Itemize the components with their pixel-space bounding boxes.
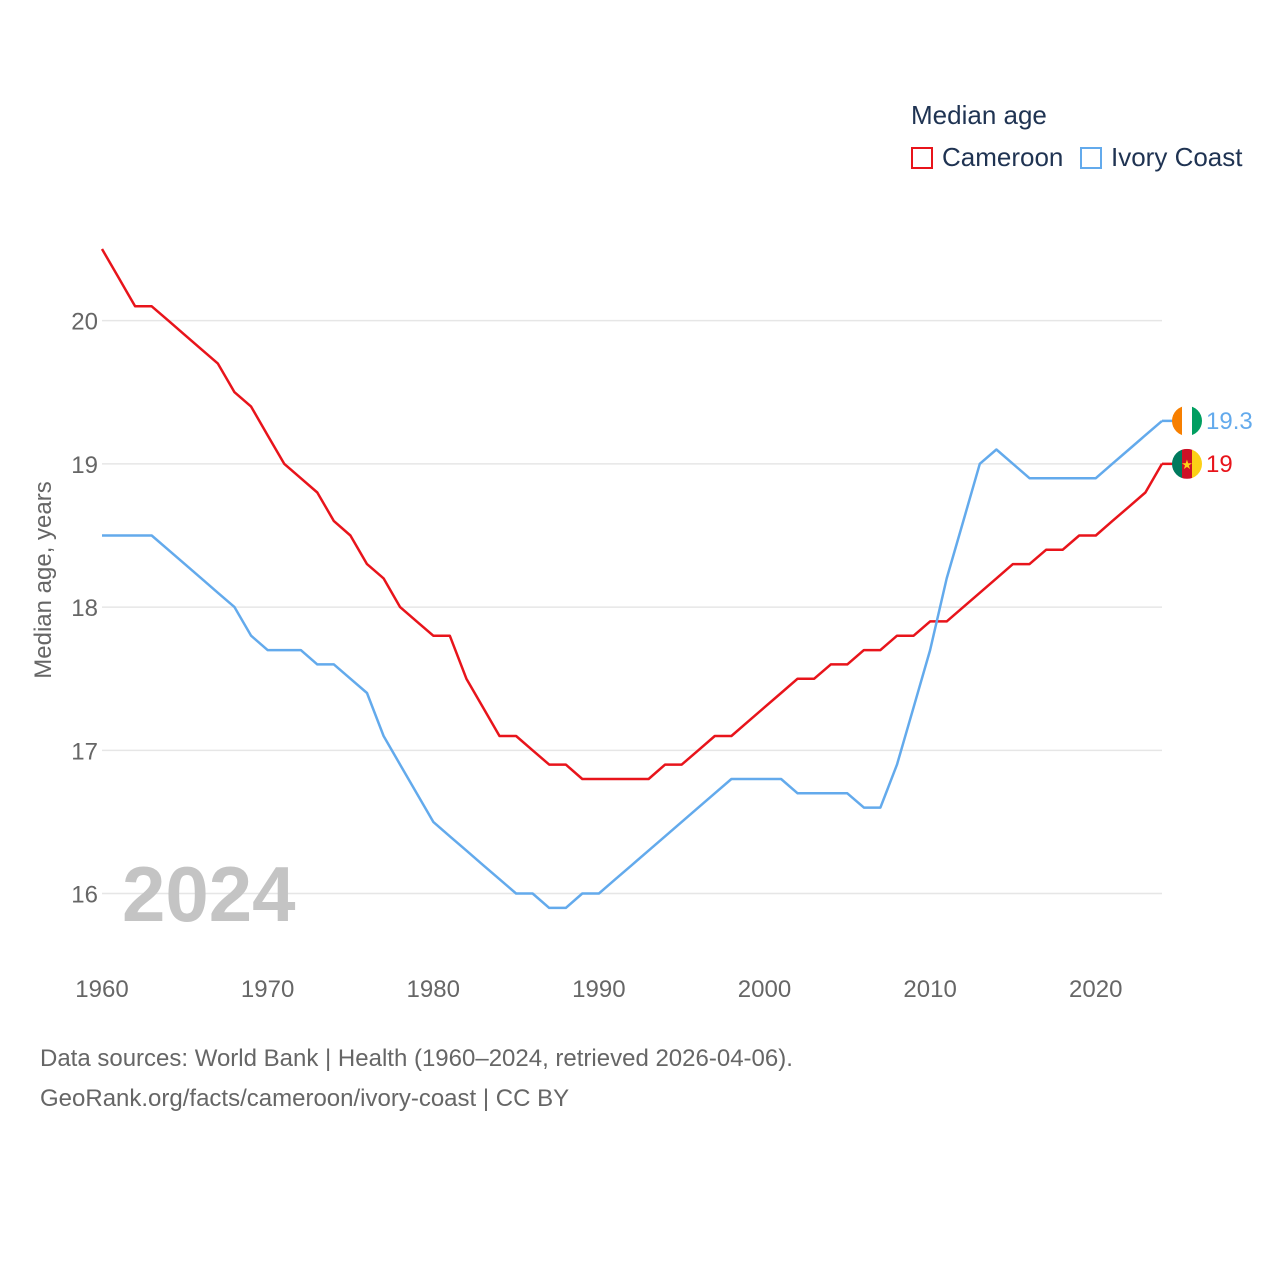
x-tick-labels: 1960 1970 1980 1990 2000 2010 2020 [75, 976, 1122, 1003]
legend-item-cameroon[interactable]: Cameroon [911, 142, 1063, 173]
x-tick-1980: 1980 [407, 976, 460, 1003]
y-tick-17: 17 [71, 738, 98, 765]
year-overlay: 2024 [122, 850, 296, 938]
ivory-coast-flag-icon [1172, 405, 1202, 436]
series-line-ivory-coast[interactable] [102, 419, 1163, 910]
end-markers: ★ 19 19.3 [1162, 405, 1253, 479]
y-tick-20: 20 [71, 309, 98, 336]
end-label-cameroon: 19 [1206, 451, 1233, 478]
x-tick-2000: 2000 [738, 976, 791, 1003]
y-axis-label: Median age, years [30, 481, 57, 678]
legend-label-ivory-coast: Ivory Coast [1111, 142, 1243, 172]
x-tick-1990: 1990 [572, 976, 625, 1003]
y-tick-labels: 16 17 18 19 20 [71, 309, 98, 909]
legend-swatch-ivory-coast [1080, 146, 1102, 169]
legend-label-cameroon: Cameroon [942, 142, 1064, 172]
x-tick-2010: 2010 [903, 976, 956, 1003]
y-tick-16: 16 [71, 882, 98, 909]
series-line-cameroon[interactable] [100, 248, 1164, 781]
legend-title: Median age [911, 100, 1047, 130]
y-tick-19: 19 [71, 452, 98, 479]
x-tick-1970: 1970 [241, 976, 294, 1003]
legend-item-ivory-coast[interactable]: Ivory Coast [1080, 142, 1243, 173]
x-tick-1960: 1960 [75, 976, 128, 1003]
series-lines [100, 248, 1164, 910]
svg-text:★: ★ [1181, 458, 1193, 473]
y-tick-18: 18 [71, 595, 98, 622]
x-tick-2020: 2020 [1069, 976, 1122, 1003]
end-label-ivory-coast: 19.3 [1206, 408, 1253, 435]
source-line-2[interactable]: GeoRank.org/facts/cameroon/ivory-coast |… [40, 1085, 570, 1112]
legend-swatch-cameroon [911, 146, 933, 169]
grid-lines [102, 319, 1162, 895]
cameroon-flag-icon: ★ [1172, 448, 1202, 479]
source-line-1: Data sources: World Bank | Health (1960–… [40, 1045, 793, 1072]
